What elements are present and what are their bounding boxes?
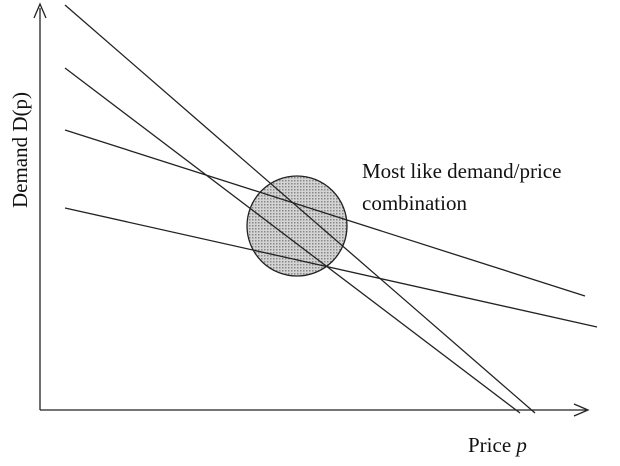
- y-axis-arrow: [33, 2, 47, 19]
- x-axis-label: Price p: [468, 433, 527, 457]
- x-axis-label-text: Price: [468, 433, 511, 457]
- y-axis-label: Demand D(p): [8, 92, 32, 208]
- demand-line: [64, 67, 521, 414]
- annotation-line: Most like demand/price: [362, 159, 561, 183]
- x-axis-variable: p: [514, 433, 527, 457]
- demand-line: [64, 4, 536, 414]
- annotation-line: combination: [362, 191, 467, 215]
- demand-line: [64, 207, 598, 328]
- x-axis-arrow: [573, 403, 590, 417]
- likely-region: [246, 175, 348, 277]
- demand-line: [64, 129, 586, 297]
